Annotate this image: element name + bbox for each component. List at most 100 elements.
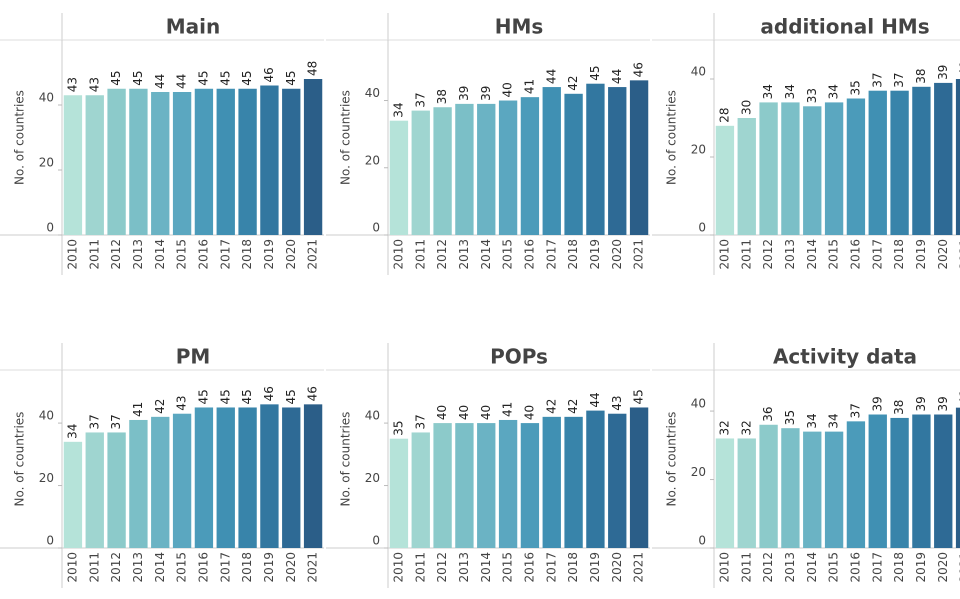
panel: HMs 0 20 40 No. of countries 34 2010 37 2011 38 20…	[326, 13, 650, 275]
bar	[498, 100, 518, 235]
value-label: 32	[739, 420, 753, 435]
y-tick-label: 40	[365, 86, 380, 100]
x-tick-label: 2016	[848, 239, 862, 270]
panel: PM 0 20 40 No. of countries 34 2010 37 2011 37 201…	[0, 343, 324, 588]
bar	[715, 125, 735, 235]
bar	[781, 428, 800, 548]
bar	[63, 441, 83, 548]
x-tick-label: 2015	[175, 239, 189, 270]
x-tick-label: 2019	[588, 239, 602, 270]
x-tick-label: 2014	[479, 552, 493, 583]
x-tick-label: 2012	[109, 239, 123, 270]
value-label: 37	[848, 403, 862, 418]
value-label: 37	[892, 72, 906, 87]
bar	[564, 416, 583, 548]
bar	[803, 431, 822, 548]
bar	[216, 88, 235, 235]
y-tick-label: 20	[365, 153, 380, 167]
x-tick-label: 2010	[65, 552, 79, 583]
value-label: 40	[457, 405, 471, 420]
panel-title: Main	[166, 15, 221, 39]
bar	[477, 103, 496, 236]
value-label: 44	[588, 392, 602, 407]
x-tick-label: 2011	[413, 552, 427, 583]
bar	[542, 87, 561, 235]
x-tick-label: 2011	[87, 239, 101, 270]
y-tick-label: 0	[46, 534, 54, 548]
value-label: 43	[87, 77, 101, 92]
panel: Activity data 0 20 40 No. of countries 32 2010…	[652, 343, 960, 588]
x-tick-label: 2015	[827, 239, 841, 270]
bar	[194, 88, 214, 235]
x-tick-label: 2019	[262, 239, 276, 270]
x-tick-label: 2021	[306, 552, 320, 583]
value-label: 42	[566, 76, 580, 91]
value-label: 28	[717, 108, 731, 123]
value-label: 45	[588, 65, 602, 80]
x-tick-label: 2019	[262, 552, 276, 583]
panel: POPs 0 20 40 No. of countries 35 2010 37 2011 40 2…	[326, 343, 650, 588]
value-label: 45	[240, 389, 254, 404]
y-tick-label: 40	[691, 397, 706, 411]
x-tick-label: 2018	[566, 239, 580, 270]
value-label: 43	[610, 395, 624, 410]
y-axis-label: No. of countries	[339, 412, 353, 507]
value-label: 39	[914, 396, 928, 411]
bar	[759, 424, 778, 548]
x-tick-label: 2016	[196, 552, 210, 583]
panel-title: additional HMs	[760, 15, 929, 39]
x-tick-label: 2016	[522, 239, 536, 270]
x-tick-label: 2017	[544, 552, 558, 583]
bar	[477, 423, 496, 548]
value-label: 40	[958, 61, 960, 76]
x-tick-label: 2018	[892, 552, 906, 583]
y-tick-label: 0	[372, 221, 380, 235]
value-label: 46	[262, 386, 276, 401]
value-label: 41	[958, 389, 960, 404]
y-tick-label: 20	[39, 156, 54, 170]
bar	[737, 438, 756, 548]
value-label: 48	[306, 61, 320, 76]
x-tick-label: 2013	[131, 552, 145, 583]
y-axis-label: No. of countries	[665, 90, 679, 185]
x-tick-label: 2018	[240, 552, 254, 583]
x-tick-label: 2017	[870, 239, 884, 270]
x-tick-label: 2010	[65, 239, 79, 270]
value-label: 41	[131, 402, 145, 417]
x-tick-label: 2013	[457, 239, 471, 270]
value-label: 45	[131, 70, 145, 85]
y-tick-label: 40	[39, 91, 54, 105]
value-label: 44	[544, 69, 558, 84]
bar	[85, 95, 104, 235]
panel-title: PM	[176, 345, 211, 369]
value-label: 40	[522, 405, 536, 420]
x-tick-label: 2021	[632, 552, 646, 583]
value-label: 46	[306, 386, 320, 401]
bar	[151, 92, 170, 235]
x-tick-label: 2021	[306, 239, 320, 270]
bar	[715, 438, 735, 548]
bar	[955, 79, 960, 235]
value-label: 42	[566, 399, 580, 414]
bar	[260, 404, 279, 548]
value-label: 34	[391, 102, 405, 117]
x-tick-label: 2020	[284, 552, 298, 583]
bar	[934, 82, 953, 236]
value-label: 41	[522, 79, 536, 94]
bar	[455, 423, 474, 548]
bar	[433, 423, 452, 548]
value-label: 45	[218, 70, 232, 85]
value-label: 45	[109, 70, 123, 85]
bar	[129, 419, 148, 548]
value-label: 37	[109, 414, 123, 429]
x-tick-label: 2011	[413, 239, 427, 270]
bar	[803, 106, 822, 235]
bar	[107, 432, 126, 548]
x-tick-label: 2012	[761, 239, 775, 270]
bar	[194, 407, 214, 548]
x-tick-label: 2011	[739, 552, 753, 583]
x-tick-label: 2018	[240, 239, 254, 270]
value-label: 44	[153, 74, 167, 89]
bar	[608, 87, 627, 235]
value-label: 42	[544, 399, 558, 414]
